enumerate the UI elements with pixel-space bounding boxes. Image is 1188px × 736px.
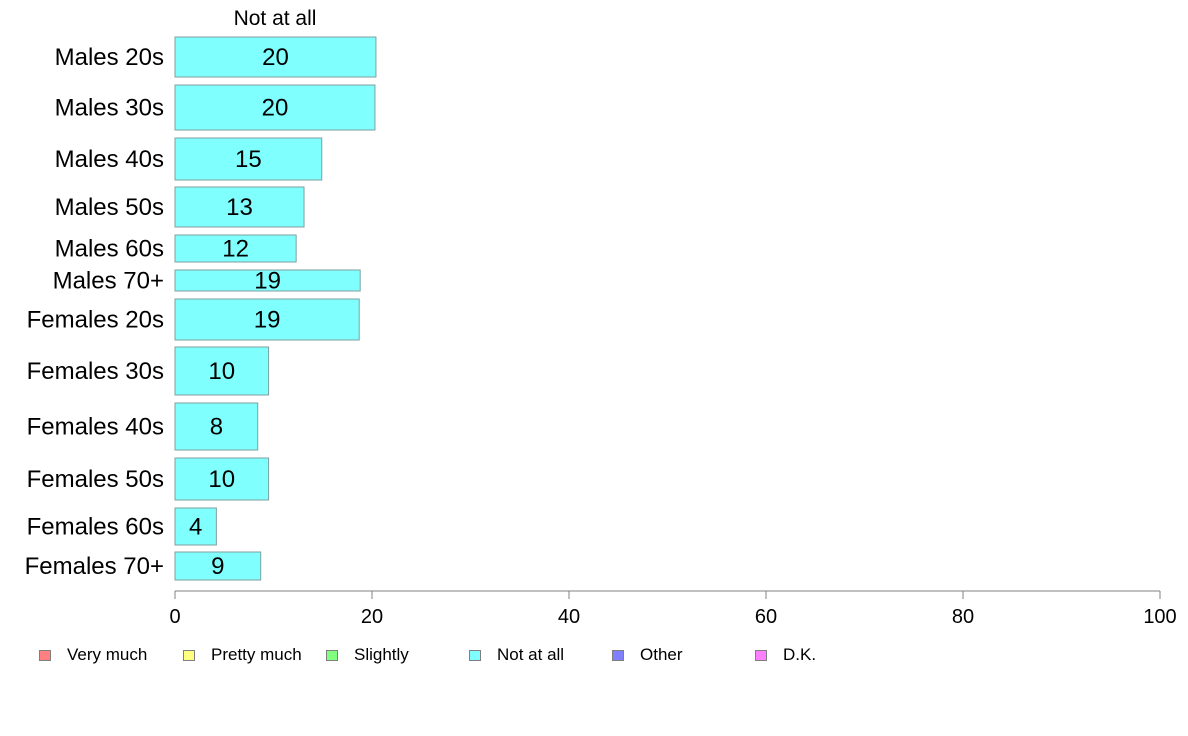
category-label: Males 60s — [55, 236, 164, 263]
bar-value-label: 8 — [210, 414, 223, 441]
legend-label: Slightly — [354, 645, 409, 664]
bar-value-label: 20 — [262, 95, 289, 122]
bar-value-label: 12 — [222, 236, 249, 263]
category-label: Males 20s — [55, 44, 164, 71]
legend-swatch — [39, 649, 51, 661]
bar-segment — [174, 551, 262, 581]
legend-label: Not at all — [497, 645, 565, 664]
legend: Very much Pretty much Slightly Not at all Ot… — [0, 645, 1188, 665]
legend-swatch — [326, 649, 338, 661]
x-tick-label: 20 — [361, 606, 383, 628]
category-label: Females 40s — [27, 414, 164, 441]
category-label: Females 30s — [27, 358, 164, 385]
legend-label: D.K. — [783, 645, 817, 664]
bar-value-label: 10 — [208, 358, 235, 385]
bars — [174, 36, 377, 581]
x-tick-label: 60 — [755, 606, 777, 628]
bar-value-label: 15 — [235, 146, 262, 173]
legend-item: Not at all — [469, 645, 564, 665]
bar-segment — [174, 402, 259, 451]
legend-item: Pretty much — [183, 645, 302, 665]
legend-label: Other — [640, 645, 683, 664]
legend-swatch — [612, 649, 624, 661]
bar-value-label: 19 — [254, 307, 281, 334]
x-tick-label: 40 — [558, 606, 580, 628]
legend-swatch — [183, 649, 195, 661]
bar-segment — [174, 36, 377, 78]
bar-value-label: 9 — [211, 553, 224, 580]
legend-label: Very much — [67, 645, 148, 664]
x-tick-label: 0 — [169, 606, 180, 628]
category-labels: Males 20s Males 30s Males 40s Males 50s Male… — [25, 44, 164, 580]
category-label: Males 40s — [55, 146, 164, 173]
legend-item: Slightly — [326, 645, 409, 665]
category-label: Females 20s — [27, 307, 164, 334]
column-header: Not at all — [234, 7, 317, 30]
bar-value-label: 20 — [262, 44, 289, 71]
bar-value-label: 19 — [254, 268, 281, 295]
category-label: Females 60s — [27, 514, 164, 541]
legend-swatch — [469, 649, 481, 661]
bar-segment — [174, 186, 305, 228]
x-tick-label: 80 — [952, 606, 974, 628]
legend-swatch — [755, 649, 767, 661]
bar-segment — [174, 84, 376, 131]
category-label: Females 50s — [27, 466, 164, 493]
legend-item: D.K. — [755, 645, 816, 665]
category-label: Males 70+ — [53, 268, 164, 295]
category-label: Males 50s — [55, 194, 164, 221]
x-tick-label: 100 — [1143, 606, 1176, 628]
bar-segment — [174, 507, 217, 546]
bar-value-label: 10 — [208, 466, 235, 493]
bar-segment — [174, 298, 360, 341]
bar-segment — [174, 137, 323, 181]
x-axis: 0 20 40 60 80 100 — [169, 590, 1177, 628]
bar-segment — [174, 269, 361, 292]
category-label: Females 70+ — [25, 553, 164, 580]
bar-segment — [174, 234, 297, 263]
bar-segment — [174, 346, 270, 396]
legend-label: Pretty much — [211, 645, 302, 664]
legend-item: Other — [612, 645, 683, 665]
bar-value-label: 4 — [189, 514, 202, 541]
legend-item: Very much — [39, 645, 147, 665]
category-label: Males 30s — [55, 95, 164, 122]
bar-value-label: 13 — [226, 194, 253, 221]
bar-segment — [174, 457, 270, 501]
